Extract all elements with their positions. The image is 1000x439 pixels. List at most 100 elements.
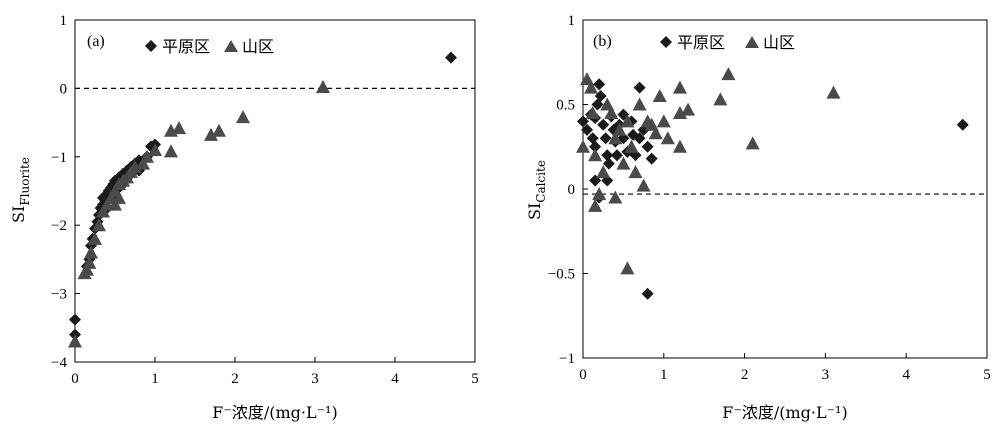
y-axis-label-b: SICalcite (525, 160, 548, 220)
mountain-area-point (608, 131, 623, 145)
panel-b: 0 1 2 3 4 5 1 0.5 0 −0.5 −1 (b) 平原区 山区 F⁻浓度/(mg·L⁻… (525, 13, 991, 422)
mountain-area-point (592, 187, 607, 201)
y-tick-label: −1 (51, 150, 67, 166)
mountain-area-point (826, 85, 841, 99)
mountain-area-point (92, 218, 106, 232)
mountain-area-point (672, 80, 687, 94)
mountain-area-point (172, 121, 186, 135)
plain-area-point (637, 123, 650, 136)
panel-a: 0 1 2 3 4 5 1 0 −1 −2 −3 −4 (a) 平原区 山区 F⁻浓度/(mg·L⁻¹… (9, 13, 479, 422)
mountain-area-point (588, 198, 603, 212)
mountain-area-point (616, 156, 631, 170)
plain-area-point (645, 152, 658, 165)
y-tick-label: 1 (568, 13, 576, 29)
plain-area-point (593, 78, 606, 91)
mountain-area-point (636, 178, 651, 192)
mountain-area-point (713, 92, 728, 106)
mountain-area-point (80, 262, 94, 276)
data-points-b (576, 67, 969, 300)
legend-b: 平原区 山区 (660, 33, 795, 52)
mountain-area-point (84, 245, 98, 259)
y-axis-label-a: SIFluorite (9, 157, 32, 223)
panel-label-b: (b) (593, 33, 612, 50)
legend-label-plain: 平原区 (677, 33, 725, 52)
y-tick-label: −1 (559, 351, 575, 367)
y-tick-label: 0 (568, 182, 576, 198)
x-tick-label: 3 (311, 371, 319, 387)
mountain-area-point (612, 122, 627, 136)
legend-label-mountain: 山区 (763, 33, 795, 52)
legend-label-mountain: 山区 (242, 37, 274, 56)
legend-triangle-marker (224, 40, 238, 52)
x-tick-label: 2 (741, 367, 749, 383)
plain-area-point (633, 132, 646, 145)
plot-frame-a (74, 19, 476, 363)
mountain-area-point (140, 149, 154, 163)
mountain-area-point (681, 102, 696, 116)
mountain-area-point (628, 165, 643, 179)
mountain-area-point (576, 139, 590, 153)
plain-area-point (445, 51, 457, 64)
mountain-area-point (148, 142, 162, 156)
x-axis-label-b: F⁻浓度/(mg·L⁻¹) (722, 403, 847, 422)
y-tick-label: −2 (51, 218, 67, 234)
x-tick-label: 5 (471, 371, 479, 387)
x-tick-label: 4 (902, 367, 910, 383)
mountain-area-point (632, 97, 647, 111)
mountain-area-point (588, 148, 603, 162)
plain-area-point (956, 118, 969, 131)
y-tick-label: 0 (60, 81, 68, 97)
mountain-area-point (596, 165, 611, 179)
mountain-area-point (128, 160, 142, 174)
mountain-area-point (164, 144, 178, 158)
plain-area-point (586, 132, 599, 145)
legend-diamond-marker (660, 36, 672, 48)
y-tick-label: 1 (60, 13, 68, 29)
y-axis-label-a-main: SI (9, 206, 28, 223)
x-tick-label: 3 (822, 367, 830, 383)
mountain-area-point (624, 139, 639, 153)
plain-area-point (581, 123, 594, 136)
y-axis-label-b-main: SI (525, 203, 544, 220)
data-points-a (68, 51, 457, 348)
mountain-area-point (204, 127, 218, 141)
legend-label-plain: 平原区 (162, 37, 210, 56)
plain-area-point (597, 118, 610, 131)
mountain-area-point (236, 110, 250, 124)
legend-diamond-marker (145, 40, 157, 52)
plain-area-point (69, 313, 81, 326)
mountain-area-point (656, 114, 671, 128)
x-axis-label-a: F⁻浓度/(mg·L⁻¹) (212, 403, 337, 422)
mountain-area-point (620, 261, 635, 275)
mountain-area-point (608, 190, 623, 204)
mountain-area-point (136, 156, 150, 170)
mountain-area-point (96, 204, 110, 218)
mountain-area-point (721, 67, 736, 81)
plain-area-point (610, 149, 623, 162)
x-tick-label: 5 (983, 367, 991, 383)
plain-area-point (589, 140, 602, 153)
mountain-area-point (212, 123, 226, 137)
mountain-area-point (672, 139, 687, 153)
legend-a: 平原区 山区 (145, 37, 274, 56)
mountain-area-point (745, 136, 760, 150)
mountain-area-point (648, 126, 663, 140)
x-tick-label: 1 (660, 367, 668, 383)
mountain-area-point (82, 255, 97, 269)
y-axis-label-a-sub: Fluorite (18, 157, 32, 206)
mountain-area-point (316, 80, 330, 94)
mountain-area-point (660, 131, 675, 145)
x-tick-label: 1 (151, 371, 159, 387)
plain-area-point (599, 132, 612, 145)
mountain-area-point (108, 197, 122, 211)
panel-label-a: (a) (87, 33, 105, 50)
x-tick-label: 0 (71, 371, 79, 387)
plain-area-point (633, 81, 646, 94)
mountain-area-point (88, 231, 102, 245)
plain-area-point (602, 157, 615, 170)
y-tick-label: −0.5 (548, 267, 575, 283)
x-tick-label: 0 (579, 367, 587, 383)
mountain-area-point (620, 114, 635, 128)
y-tick-label: −3 (51, 287, 67, 303)
